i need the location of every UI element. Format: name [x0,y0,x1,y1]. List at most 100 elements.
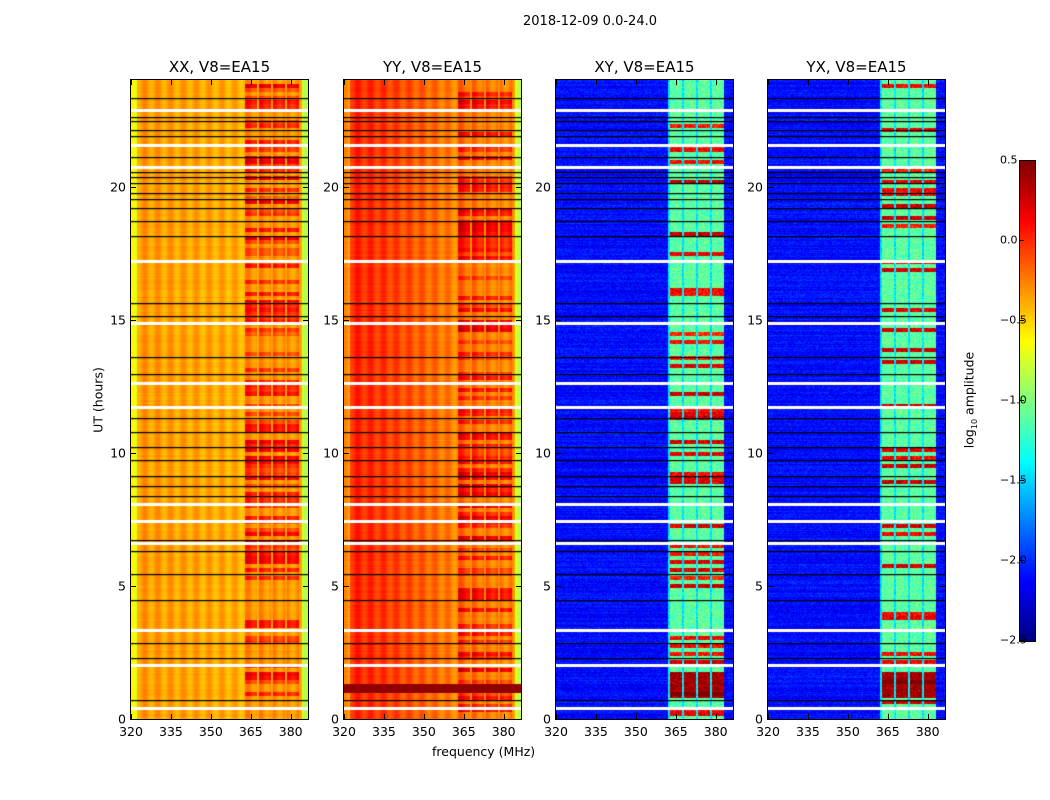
x-tick-label: 335 [158,724,183,739]
y-tick-mark [940,319,945,321]
x-tick-mark [290,714,292,719]
x-tick-label: 335 [583,724,608,739]
x-tick-mark [423,714,425,719]
y-tick-mark [556,719,561,720]
x-tick-mark [290,80,292,85]
y-tick-mark [516,319,521,321]
x-tick-label: 380 [915,724,940,739]
y-tick-label: 15 [747,312,763,328]
x-tick-label: 380 [491,724,516,739]
y-tick-mark [768,452,773,454]
x-tick-label: 380 [703,724,728,739]
y-tick-label: 15 [535,312,551,328]
figure-title: 2018-12-09 0.0-24.0 [523,14,657,29]
x-tick-mark [927,80,929,85]
colorbar-tick-label: −2.5 [1000,633,1027,647]
x-tick-mark [635,714,637,719]
x-tick-mark [887,714,889,719]
x-tick-mark [383,714,385,719]
y-tick-mark [303,719,308,720]
y-tick-mark [344,585,349,587]
y-tick-mark [303,319,308,321]
x-tick-mark [503,714,505,719]
colorbar-tick-mark [1020,480,1024,481]
y-tick-label: 15 [110,312,126,328]
y-tick-label: 0 [118,711,126,727]
x-tick-mark [250,714,252,719]
x-tick-label: 320 [332,724,356,739]
y-tick-mark [344,452,349,454]
colorbar [1019,160,1036,642]
colorbar-tick-label: −2.0 [1000,553,1027,567]
y-tick-label: 10 [323,445,339,461]
x-tick-mark [675,80,677,85]
colorbar-tick-label: 0.5 [1000,153,1018,167]
x-tick-mark [131,714,132,719]
y-tick-mark [344,319,349,321]
x-tick-mark [463,714,465,719]
y-tick-mark [728,186,733,188]
y-tick-mark [556,585,561,587]
x-tick-mark [344,80,345,85]
x-tick-label: 365 [238,724,263,739]
y-tick-mark [516,186,521,188]
heatmap-yy [344,80,521,719]
y-tick-mark [768,719,773,720]
y-tick-mark [303,186,308,188]
x-tick-mark [595,714,597,719]
y-tick-label: 20 [110,179,126,194]
y-tick-label: 5 [755,578,763,594]
y-tick-mark [556,186,561,188]
x-tick-label: 350 [835,724,860,739]
colorbar-tick-label: 0.0 [1000,233,1018,247]
y-tick-label: 5 [118,578,126,594]
y-tick-label: 20 [535,179,551,194]
panel-yx: YX, V8=EA15 [767,58,946,720]
y-tick-mark [131,719,136,720]
x-tick-mark [423,80,425,85]
colorbar-label-sub: 10 [969,418,979,430]
colorbar-label-rest: amplitude [961,351,977,419]
y-tick-mark [303,452,308,454]
y-tick-label: 0 [331,711,339,727]
y-tick-mark [768,319,773,321]
colorbar-label: log10 amplitude [961,352,979,448]
colorbar-tick-label: −0.5 [1000,313,1027,327]
x-tick-mark [131,80,132,85]
y-tick-mark [728,719,733,720]
x-tick-mark [927,714,929,719]
x-tick-label: 350 [198,724,223,739]
x-tick-mark [715,714,717,719]
heatmap-xx [131,80,308,719]
x-tick-label: 365 [875,724,900,739]
x-tick-mark [635,80,637,85]
x-tick-label: 320 [544,724,568,739]
heatmap-yx [768,80,945,719]
x-tick-mark [715,80,717,85]
y-tick-mark [556,319,561,321]
y-tick-mark [516,719,521,720]
colorbar-tick-mark [1020,560,1024,561]
y-tick-mark [516,585,521,587]
colorbar-tick-mark [1020,640,1024,641]
y-tick-mark [344,186,349,188]
panel-xx: XX, V8=EA15 [130,58,309,720]
y-tick-mark [131,452,136,454]
x-tick-label: 320 [119,724,143,739]
x-tick-mark [463,80,465,85]
x-tick-mark [556,714,557,719]
y-tick-label: 5 [543,578,551,594]
y-tick-mark [131,186,136,188]
colorbar-tick-mark [1020,240,1024,241]
x-tick-label: 350 [411,724,436,739]
x-tick-label: 320 [756,724,780,739]
x-tick-mark [847,80,849,85]
y-tick-mark [940,452,945,454]
y-tick-label: 15 [323,312,339,328]
y-tick-mark [131,585,136,587]
y-tick-label: 0 [543,711,551,727]
x-tick-label: 335 [371,724,396,739]
x-tick-mark [170,714,172,719]
x-tick-label: 335 [795,724,820,739]
